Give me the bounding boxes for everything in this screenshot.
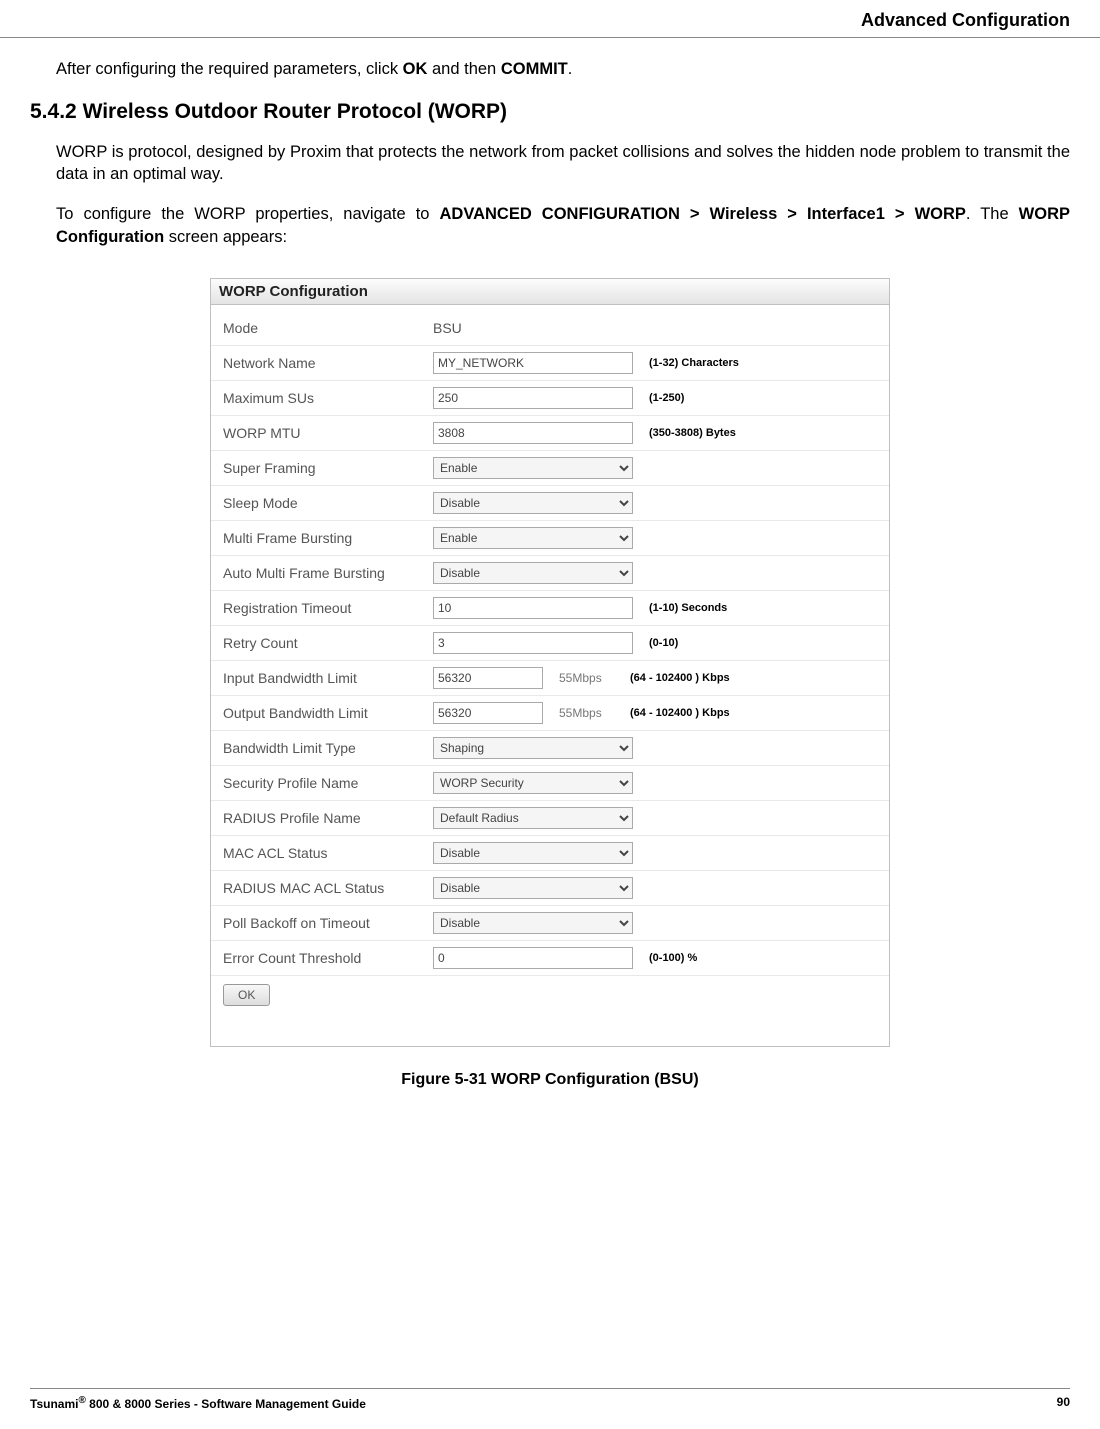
max-sus-input[interactable]	[433, 387, 633, 409]
super-framing-select[interactable]: Enable	[433, 457, 633, 479]
row-mfb: Multi Frame Bursting Enable	[211, 521, 889, 556]
amfb-label: Auto Multi Frame Bursting	[223, 565, 433, 581]
radius-mac-acl-label: RADIUS MAC ACL Status	[223, 880, 433, 896]
in-bw-mbps: 55Mbps	[559, 671, 614, 685]
intro-commit-bold: COMMIT	[501, 60, 568, 78]
in-bw-hint: (64 - 102400 ) Kbps	[630, 672, 730, 684]
row-out-bw: Output Bandwidth Limit 55Mbps (64 - 1024…	[211, 696, 889, 731]
mode-value: BSU	[433, 320, 462, 336]
row-mtu: WORP MTU (350-3808) Bytes	[211, 416, 889, 451]
intro-mid: and then	[427, 60, 500, 78]
mtu-hint: (350-3808) Bytes	[649, 427, 736, 439]
footer-reg-mark: ®	[78, 1395, 85, 1406]
retry-label: Retry Count	[223, 635, 433, 651]
in-bw-label: Input Bandwidth Limit	[223, 670, 433, 686]
bw-type-select[interactable]: Shaping	[433, 737, 633, 759]
row-poll-backoff: Poll Backoff on Timeout Disable	[211, 906, 889, 941]
radius-profile-select[interactable]: Default Radius	[433, 807, 633, 829]
network-name-input[interactable]	[433, 352, 633, 374]
reg-timeout-label: Registration Timeout	[223, 600, 433, 616]
footer-left-pre: Tsunami	[30, 1397, 78, 1411]
mac-acl-select[interactable]: Disable	[433, 842, 633, 864]
sleep-mode-label: Sleep Mode	[223, 495, 433, 511]
mtu-input[interactable]	[433, 422, 633, 444]
out-bw-input[interactable]	[433, 702, 543, 724]
section-heading: 5.4.2 Wireless Outdoor Router Protocol (…	[30, 100, 1070, 124]
network-name-hint: (1-32) Characters	[649, 357, 739, 369]
row-mac-acl: MAC ACL Status Disable	[211, 836, 889, 871]
intro-paragraph: After configuring the required parameter…	[56, 58, 1070, 80]
row-sleep-mode: Sleep Mode Disable	[211, 486, 889, 521]
header-rule	[0, 37, 1100, 38]
section-title: Wireless Outdoor Router Protocol (WORP)	[83, 100, 508, 123]
sec-profile-label: Security Profile Name	[223, 775, 433, 791]
sleep-mode-select[interactable]: Disable	[433, 492, 633, 514]
intro-text: After configuring the required parameter…	[56, 60, 403, 78]
reg-timeout-input[interactable]	[433, 597, 633, 619]
para2-pre: To configure the WORP properties, naviga…	[56, 205, 439, 223]
row-err-thresh: Error Count Threshold (0-100) %	[211, 941, 889, 976]
mtu-label: WORP MTU	[223, 425, 433, 441]
retry-hint: (0-10)	[649, 637, 678, 649]
retry-input[interactable]	[433, 632, 633, 654]
err-thresh-input[interactable]	[433, 947, 633, 969]
worp-config-panel: WORP Configuration Mode BSU Network Name…	[210, 278, 890, 1047]
footer-rule	[30, 1388, 1070, 1389]
mac-acl-label: MAC ACL Status	[223, 845, 433, 861]
out-bw-label: Output Bandwidth Limit	[223, 705, 433, 721]
max-sus-hint: (1-250)	[649, 392, 684, 404]
mode-label: Mode	[223, 320, 433, 336]
radius-mac-acl-select[interactable]: Disable	[433, 877, 633, 899]
row-amfb: Auto Multi Frame Bursting Disable	[211, 556, 889, 591]
section-number: 5.4.2	[30, 100, 77, 123]
poll-backoff-label: Poll Backoff on Timeout	[223, 915, 433, 931]
err-thresh-label: Error Count Threshold	[223, 950, 433, 966]
para2-mid: . The	[966, 205, 1019, 223]
row-retry: Retry Count (0-10)	[211, 626, 889, 661]
row-bw-type: Bandwidth Limit Type Shaping	[211, 731, 889, 766]
row-sec-profile: Security Profile Name WORP Security	[211, 766, 889, 801]
out-bw-hint: (64 - 102400 ) Kbps	[630, 707, 730, 719]
intro-tail: .	[568, 60, 573, 78]
row-in-bw: Input Bandwidth Limit 55Mbps (64 - 10240…	[211, 661, 889, 696]
in-bw-input[interactable]	[433, 667, 543, 689]
section-para2: To configure the WORP properties, naviga…	[56, 203, 1070, 248]
figure-caption: Figure 5-31 WORP Configuration (BSU)	[30, 1071, 1070, 1089]
para2-tail: screen appears:	[164, 228, 287, 246]
network-name-label: Network Name	[223, 355, 433, 371]
footer-left-post: 800 & 8000 Series - Software Management …	[86, 1397, 366, 1411]
row-mode: Mode BSU	[211, 311, 889, 346]
ok-button[interactable]: OK	[223, 984, 270, 1006]
super-framing-label: Super Framing	[223, 460, 433, 476]
intro-ok-bold: OK	[403, 60, 428, 78]
mfb-select[interactable]: Enable	[433, 527, 633, 549]
mfb-label: Multi Frame Bursting	[223, 530, 433, 546]
footer-page-number: 90	[1057, 1395, 1070, 1411]
panel-title: WORP Configuration	[211, 279, 889, 305]
row-super-framing: Super Framing Enable	[211, 451, 889, 486]
out-bw-mbps: 55Mbps	[559, 706, 614, 720]
poll-backoff-select[interactable]: Disable	[433, 912, 633, 934]
sec-profile-select[interactable]: WORP Security	[433, 772, 633, 794]
row-radius-profile: RADIUS Profile Name Default Radius	[211, 801, 889, 836]
row-radius-mac-acl: RADIUS MAC ACL Status Disable	[211, 871, 889, 906]
amfb-select[interactable]: Disable	[433, 562, 633, 584]
row-reg-timeout: Registration Timeout (1-10) Seconds	[211, 591, 889, 626]
bw-type-label: Bandwidth Limit Type	[223, 740, 433, 756]
err-thresh-hint: (0-100) %	[649, 952, 697, 964]
section-para1: WORP is protocol, designed by Proxim tha…	[56, 141, 1070, 186]
row-network-name: Network Name (1-32) Characters	[211, 346, 889, 381]
reg-timeout-hint: (1-10) Seconds	[649, 602, 727, 614]
para2-nav-bold: ADVANCED CONFIGURATION > Wireless > Inte…	[439, 205, 965, 223]
radius-profile-label: RADIUS Profile Name	[223, 810, 433, 826]
max-sus-label: Maximum SUs	[223, 390, 433, 406]
page-header-title: Advanced Configuration	[30, 10, 1070, 31]
footer-left: Tsunami® 800 & 8000 Series - Software Ma…	[30, 1395, 366, 1411]
row-max-sus: Maximum SUs (1-250)	[211, 381, 889, 416]
